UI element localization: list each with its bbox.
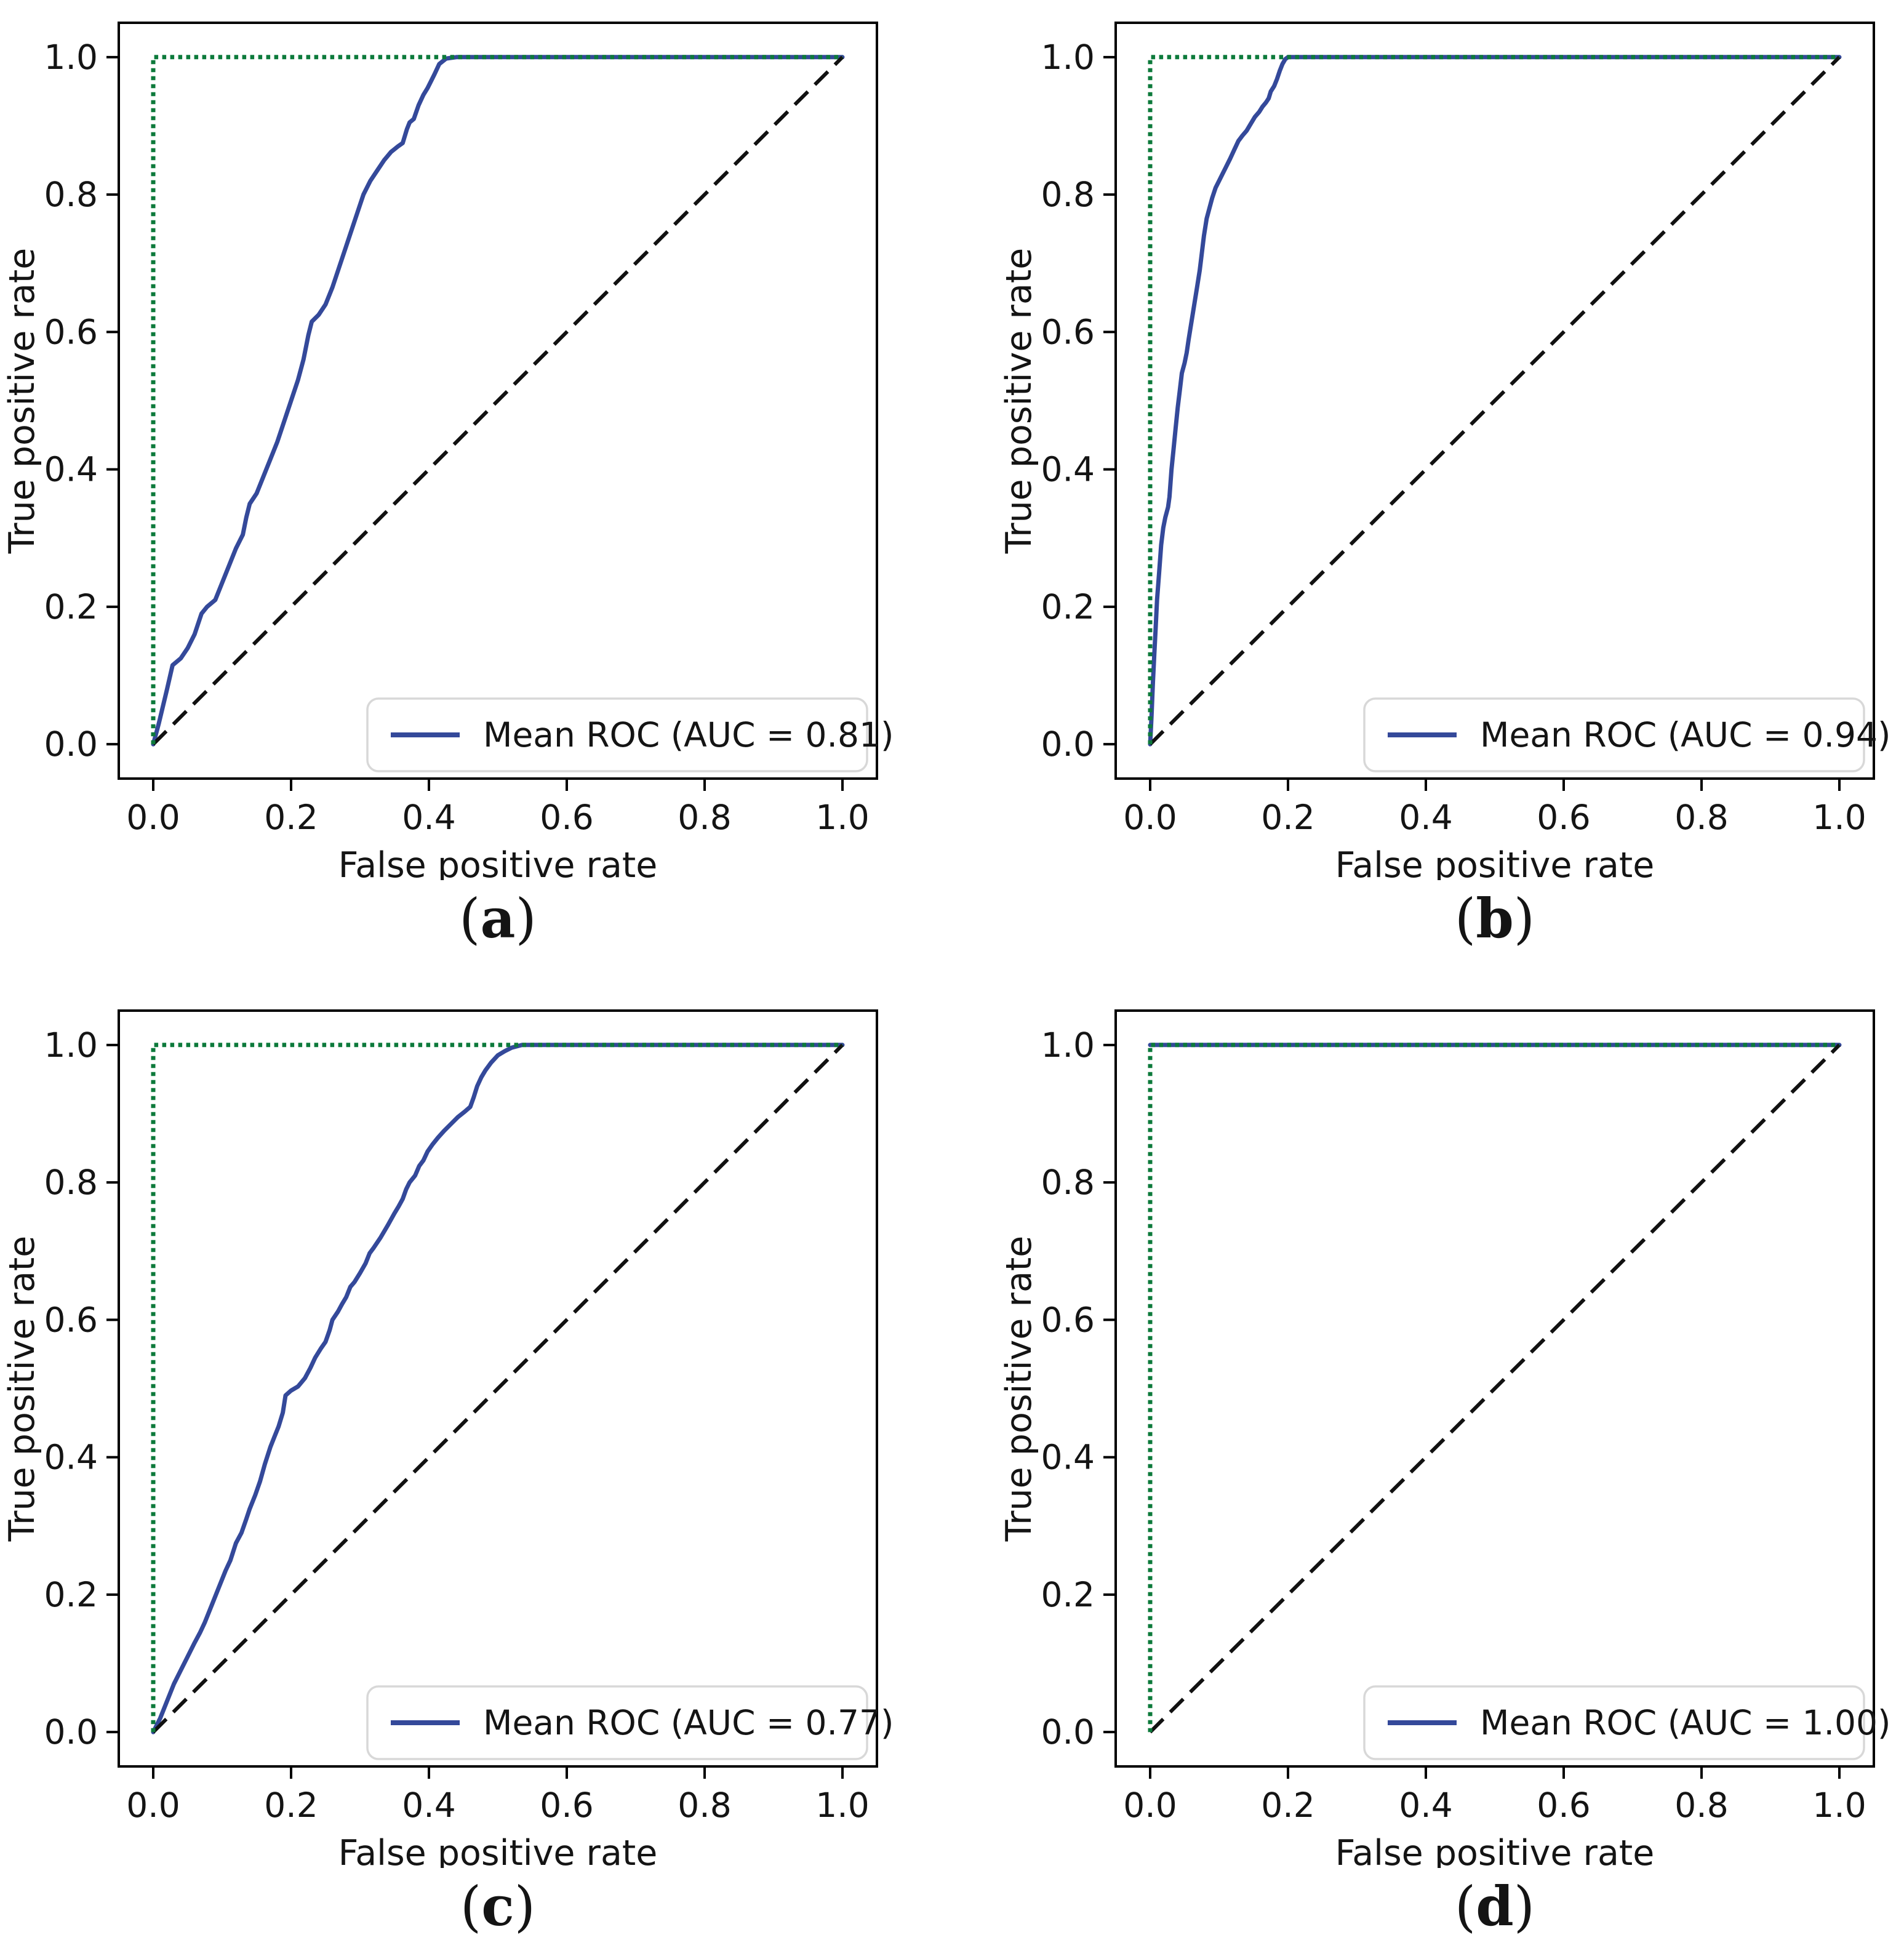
svg-text:0.4: 0.4 — [1399, 798, 1452, 837]
svg-text:0.4: 0.4 — [402, 1786, 455, 1825]
roc-panel-a: 0.0 0.2 0.4 0.6 0.8 1.0 0.0 0.2 0.4 0.6 0.8 1.0 Fals… — [0, 0, 952, 978]
svg-text:0.2: 0.2 — [264, 798, 318, 837]
caption-paren-close: ) — [515, 887, 537, 950]
svg-text:0.2: 0.2 — [44, 587, 98, 627]
svg-text:0.8: 0.8 — [1674, 1786, 1728, 1825]
svg-text:True positive rate: True positive rate — [2, 1236, 42, 1542]
caption-paren-open: ( — [1454, 887, 1476, 950]
roc-panel-b: 0.0 0.2 0.4 0.6 0.8 1.0 0.0 0.2 0.4 0.6 0.8 1.0 Fals… — [952, 0, 1904, 978]
svg-text:0.6: 0.6 — [1041, 1300, 1095, 1339]
svg-text:0.6: 0.6 — [1537, 1786, 1590, 1825]
caption-paren-close: ) — [1513, 1875, 1535, 1938]
svg-text:0.8: 0.8 — [1041, 1163, 1095, 1202]
svg-text:0.4: 0.4 — [1041, 1438, 1095, 1477]
caption-letter: b — [1476, 886, 1514, 950]
svg-text:0.0: 0.0 — [126, 798, 180, 837]
caption-letter: a — [480, 886, 516, 950]
svg-text:0.8: 0.8 — [1674, 798, 1728, 837]
svg-text:0.4: 0.4 — [44, 450, 98, 489]
panel-caption-d: (d) — [1116, 1877, 1874, 1937]
caption-paren-close: ) — [1513, 887, 1535, 950]
svg-text:0.8: 0.8 — [678, 1786, 731, 1825]
caption-paren-open: ( — [459, 887, 481, 950]
svg-text:0.2: 0.2 — [44, 1575, 98, 1614]
caption-letter: d — [1476, 1874, 1514, 1938]
svg-text:0.8: 0.8 — [44, 1163, 98, 1202]
svg-text:0.0: 0.0 — [1123, 798, 1177, 837]
svg-text:0.0: 0.0 — [1041, 1712, 1095, 1752]
svg-text:True positive rate: True positive rate — [2, 248, 42, 555]
roc-panel-d-inner: 0.0 0.2 0.4 0.6 0.8 1.0 0.0 0.2 0.4 0.6 0.8 1.0 Fals… — [997, 978, 1904, 1937]
svg-text:False positive rate: False positive rate — [1335, 845, 1655, 880]
roc-chart-d: 0.0 0.2 0.4 0.6 0.8 1.0 0.0 0.2 0.4 0.6 0.8 1.0 Fals… — [999, 1009, 1890, 1868]
svg-text:0.4: 0.4 — [1041, 450, 1095, 489]
roc-chart-c: 0.0 0.2 0.4 0.6 0.8 1.0 0.0 0.2 0.4 0.6 0.8 1.0 Fals… — [2, 1009, 894, 1868]
svg-text:0.6: 0.6 — [540, 798, 593, 837]
svg-text:1.0: 1.0 — [1812, 798, 1866, 837]
roc-chart-b: 0.0 0.2 0.4 0.6 0.8 1.0 0.0 0.2 0.4 0.6 0.8 1.0 Fals… — [999, 22, 1890, 880]
svg-text:1.0: 1.0 — [1041, 38, 1095, 77]
svg-text:True positive rate: True positive rate — [999, 1236, 1039, 1542]
svg-text:0.2: 0.2 — [1041, 1575, 1095, 1614]
panel-caption-b: (b) — [1116, 889, 1874, 949]
caption-paren-open: ( — [1454, 1875, 1476, 1938]
roc-panel-c: 0.0 0.2 0.4 0.6 0.8 1.0 0.0 0.2 0.4 0.6 0.8 1.0 Fals… — [0, 978, 952, 1956]
svg-text:0.2: 0.2 — [264, 1786, 318, 1825]
svg-text:Mean ROC (AUC = 0.94): Mean ROC (AUC = 0.94) — [1480, 715, 1890, 755]
svg-text:1.0: 1.0 — [44, 38, 98, 77]
panel-caption-a: (a) — [119, 889, 877, 949]
svg-text:0.6: 0.6 — [1537, 798, 1590, 837]
svg-text:0.8: 0.8 — [44, 175, 98, 214]
svg-text:0.0: 0.0 — [44, 1712, 98, 1752]
roc-panel-c-inner: 0.0 0.2 0.4 0.6 0.8 1.0 0.0 0.2 0.4 0.6 0.8 1.0 Fals… — [0, 978, 952, 1937]
svg-text:0.8: 0.8 — [678, 798, 731, 837]
svg-text:0.4: 0.4 — [1399, 1786, 1452, 1825]
svg-text:1.0: 1.0 — [1041, 1025, 1095, 1065]
svg-text:0.0: 0.0 — [126, 1786, 180, 1825]
caption-letter: c — [481, 1874, 514, 1938]
svg-text:False positive rate: False positive rate — [1335, 1833, 1655, 1868]
svg-text:0.0: 0.0 — [1041, 724, 1095, 764]
roc-panel-b-inner: 0.0 0.2 0.4 0.6 0.8 1.0 0.0 0.2 0.4 0.6 0.8 1.0 Fals… — [997, 0, 1904, 949]
svg-text:1.0: 1.0 — [815, 1786, 869, 1825]
svg-text:0.2: 0.2 — [1261, 1786, 1314, 1825]
svg-text:0.4: 0.4 — [44, 1438, 98, 1477]
svg-text:0.2: 0.2 — [1041, 587, 1095, 627]
svg-text:Mean ROC (AUC = 0.77): Mean ROC (AUC = 0.77) — [483, 1703, 894, 1742]
svg-text:1.0: 1.0 — [1812, 1786, 1866, 1825]
svg-text:True positive rate: True positive rate — [999, 248, 1039, 555]
svg-text:False positive rate: False positive rate — [338, 845, 658, 880]
svg-text:0.6: 0.6 — [44, 1300, 98, 1339]
panel-caption-c: (c) — [119, 1877, 877, 1937]
roc-panel-d: 0.0 0.2 0.4 0.6 0.8 1.0 0.0 0.2 0.4 0.6 0.8 1.0 Fals… — [952, 978, 1904, 1956]
svg-text:Mean ROC (AUC = 0.81): Mean ROC (AUC = 0.81) — [483, 715, 894, 755]
caption-paren-open: ( — [460, 1875, 482, 1938]
svg-text:0.8: 0.8 — [1041, 175, 1095, 214]
svg-text:1.0: 1.0 — [815, 798, 869, 837]
svg-text:1.0: 1.0 — [44, 1025, 98, 1065]
svg-text:0.6: 0.6 — [540, 1786, 593, 1825]
svg-text:0.2: 0.2 — [1261, 798, 1314, 837]
roc-panel-a-inner: 0.0 0.2 0.4 0.6 0.8 1.0 0.0 0.2 0.4 0.6 0.8 1.0 Fals… — [0, 0, 952, 949]
svg-text:0.6: 0.6 — [44, 312, 98, 351]
svg-text:0.0: 0.0 — [44, 724, 98, 764]
svg-text:0.4: 0.4 — [402, 798, 455, 837]
svg-text:0.0: 0.0 — [1123, 1786, 1177, 1825]
roc-chart-a: 0.0 0.2 0.4 0.6 0.8 1.0 0.0 0.2 0.4 0.6 0.8 1.0 Fals… — [2, 22, 894, 880]
svg-text:Mean ROC (AUC = 1.00): Mean ROC (AUC = 1.00) — [1480, 1703, 1890, 1742]
svg-text:0.6: 0.6 — [1041, 312, 1095, 351]
caption-paren-close: ) — [514, 1875, 536, 1938]
svg-text:False positive rate: False positive rate — [338, 1833, 658, 1868]
